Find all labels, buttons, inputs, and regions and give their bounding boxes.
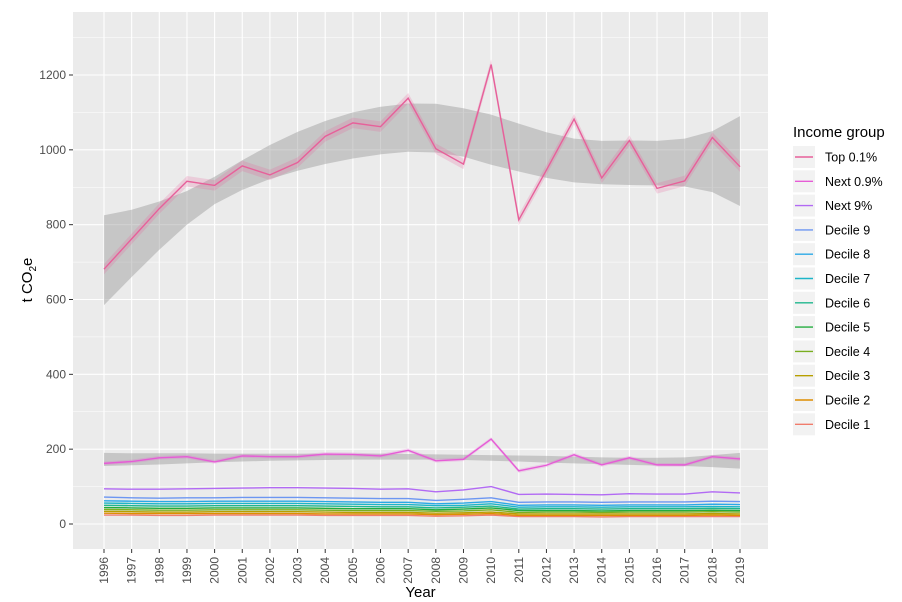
series-line-next-0-9	[103, 438, 741, 472]
y-tick-label: 200	[46, 442, 66, 456]
x-tick-label: 2005	[346, 557, 360, 584]
x-tick-label: 2014	[595, 557, 609, 584]
y-tick-label: 800	[46, 218, 66, 232]
legend-label-decile-7: Decile 7	[825, 272, 870, 286]
x-tick-label: 2003	[291, 557, 305, 584]
x-tick-label: 2013	[567, 557, 581, 584]
trend-band-top-0-1	[104, 103, 740, 306]
x-tick-label: 2004	[318, 557, 332, 584]
x-tick-label: 1999	[180, 557, 194, 584]
plot-panel	[73, 12, 768, 549]
series-line-top-0-1	[103, 64, 741, 270]
x-tick-label: 2007	[401, 557, 415, 584]
x-tick-label: 2010	[484, 557, 498, 584]
series-line-decile-3	[103, 510, 741, 515]
series-line-decile-2	[103, 512, 741, 517]
x-tick-label: 2009	[456, 557, 470, 584]
legend-label-next-9: Next 9%	[825, 199, 872, 213]
series-line-decile-7	[103, 502, 741, 508]
x-tick-label: 2008	[429, 557, 443, 584]
legend-label-decile-9: Decile 9	[825, 223, 870, 237]
y-tick-label: 1200	[39, 68, 66, 82]
legend-label-decile-2: Decile 2	[825, 394, 870, 408]
y-tick-label: 600	[46, 293, 66, 307]
legend-label-decile-1: Decile 1	[825, 418, 870, 432]
x-axis-title: Year	[405, 584, 435, 601]
x-tick-label: 2002	[263, 557, 277, 584]
x-tick-label: 2006	[374, 557, 388, 584]
x-tick-label: 1996	[97, 557, 111, 584]
series-line-decile-1	[104, 514, 740, 518]
legend-label-decile-5: Decile 5	[825, 321, 870, 335]
x-tick-label: 1998	[152, 557, 166, 584]
x-tick-label: 2019	[733, 557, 747, 584]
y-axis: 0 200 400 600 800 1000 1200	[39, 68, 73, 531]
x-tick-label: 1997	[125, 557, 139, 584]
series-lines	[103, 59, 741, 518]
x-tick-label: 2012	[539, 557, 553, 584]
x-tick-label: 2000	[208, 557, 222, 584]
x-tick-label: 2011	[512, 557, 526, 583]
series-ribbon-top-0-1	[104, 59, 740, 275]
legend-label-decile-4: Decile 4	[825, 345, 870, 359]
legend-label-decile-6: Decile 6	[825, 296, 870, 310]
y-tick-label: 0	[59, 517, 66, 531]
series-line-decile-8	[103, 500, 741, 506]
legend-title: Income group	[793, 124, 885, 141]
series-line-decile-6	[103, 504, 741, 510]
series-line-decile-5	[103, 506, 741, 512]
x-tick-label: 2018	[705, 557, 719, 584]
y-tick-label: 1000	[39, 143, 66, 157]
y-tick-label: 400	[46, 367, 66, 381]
legend-label-decile-8: Decile 8	[825, 248, 870, 262]
y-axis-title: t CO2e	[19, 258, 39, 303]
x-axis: 1996 1997 1998 1999 2000 2001 2002 2003 2004 2005…	[97, 549, 747, 584]
legend-label-top-0-1: Top 0.1%	[825, 151, 877, 165]
x-tick-label: 2017	[678, 557, 692, 584]
grid-lines	[73, 12, 768, 549]
series-line-decile-9	[103, 496, 741, 504]
y-axis-title-main: t CO	[19, 272, 36, 303]
x-tick-label: 2001	[235, 557, 249, 584]
x-tick-label: 2015	[622, 557, 636, 584]
series-line-next-9	[103, 485, 741, 496]
x-tick-label: 2016	[650, 557, 664, 584]
legend-label-next-0-9: Next 0.9%	[825, 175, 883, 189]
y-axis-title-tail: e	[19, 258, 36, 266]
y-axis-title-subscript: 2	[28, 266, 39, 272]
series-line-decile-4	[103, 508, 741, 514]
legend-label-decile-3: Decile 3	[825, 369, 870, 383]
legend: Income group Top 0.1% Next 0.9% Next 9% Dec…	[793, 124, 885, 436]
